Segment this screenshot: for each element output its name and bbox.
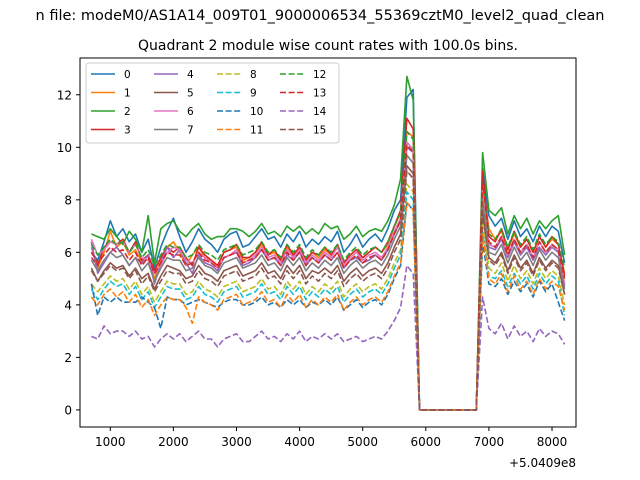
- series-layer: [90, 75, 566, 411]
- series-line-9: [90, 191, 566, 411]
- series-line-2: [91, 75, 566, 411]
- x-tick-label: 4000: [284, 435, 315, 449]
- x-tick-label: 6000: [411, 435, 442, 449]
- legend-label-8: 8: [250, 69, 257, 81]
- legend-label-7: 7: [187, 125, 194, 137]
- legend-label-14: 14: [313, 106, 327, 118]
- x-tick-label: 5000: [347, 435, 378, 449]
- chart-title: Quadrant 2 module wise count rates with …: [138, 38, 518, 54]
- series-line-11: [90, 201, 566, 411]
- axes-frame: [79, 57, 577, 428]
- series-line-5: [90, 164, 566, 411]
- y-tick-label: 4: [64, 298, 72, 312]
- y-tick-label: 8: [64, 193, 72, 207]
- y-tick-label: 6: [64, 246, 72, 260]
- legend-label-1: 1: [124, 88, 131, 100]
- x-offset-label: +5.0409e8: [509, 456, 576, 470]
- figure-suptitle: n file: modeM0/AS1A14_009T01_9000006534_…: [36, 8, 605, 24]
- y-tick-label: 12: [57, 88, 72, 102]
- y-tick-label: 10: [57, 141, 72, 155]
- legend-box: [85, 62, 340, 144]
- legend-label-12: 12: [313, 69, 326, 81]
- legend-label-5: 5: [187, 88, 194, 100]
- series-line-7: [90, 154, 566, 411]
- legend-label-13: 13: [313, 88, 326, 100]
- series-line-14: [91, 264, 566, 411]
- x-tick-label: 7000: [474, 435, 505, 449]
- legend-label-3: 3: [124, 125, 131, 137]
- x-tick-label: 2000: [158, 435, 189, 449]
- series-line-8: [90, 183, 566, 411]
- legend-label-2: 2: [124, 106, 131, 118]
- x-tick-label: 1000: [95, 435, 126, 449]
- y-tick-label: 0: [64, 403, 72, 417]
- legend-label-10: 10: [250, 106, 263, 118]
- y-tick-label: 2: [64, 351, 72, 365]
- legend-label-6: 6: [187, 106, 194, 118]
- x-axis: 1000 2000 3000 4000 5000 6000 7000 8000: [95, 427, 567, 449]
- legend-label-15: 15: [313, 125, 326, 137]
- series-line-15: [90, 170, 566, 411]
- legend-label-9: 9: [250, 88, 257, 100]
- series-line-13: [90, 143, 566, 411]
- x-tick-label: 3000: [221, 435, 252, 449]
- x-tick-label: 8000: [537, 435, 568, 449]
- plot-area: 1000 2000 3000 4000 5000 6000 7000 8000 0246810…: [57, 57, 577, 449]
- legend-label-0: 0: [124, 69, 131, 81]
- series-line-0: [90, 88, 566, 411]
- series-line-10: [90, 201, 566, 411]
- legend-label-11: 11: [250, 125, 263, 137]
- legend-label-4: 4: [187, 69, 194, 81]
- y-axis: 0 2 4 6 8 10 12: [57, 88, 80, 417]
